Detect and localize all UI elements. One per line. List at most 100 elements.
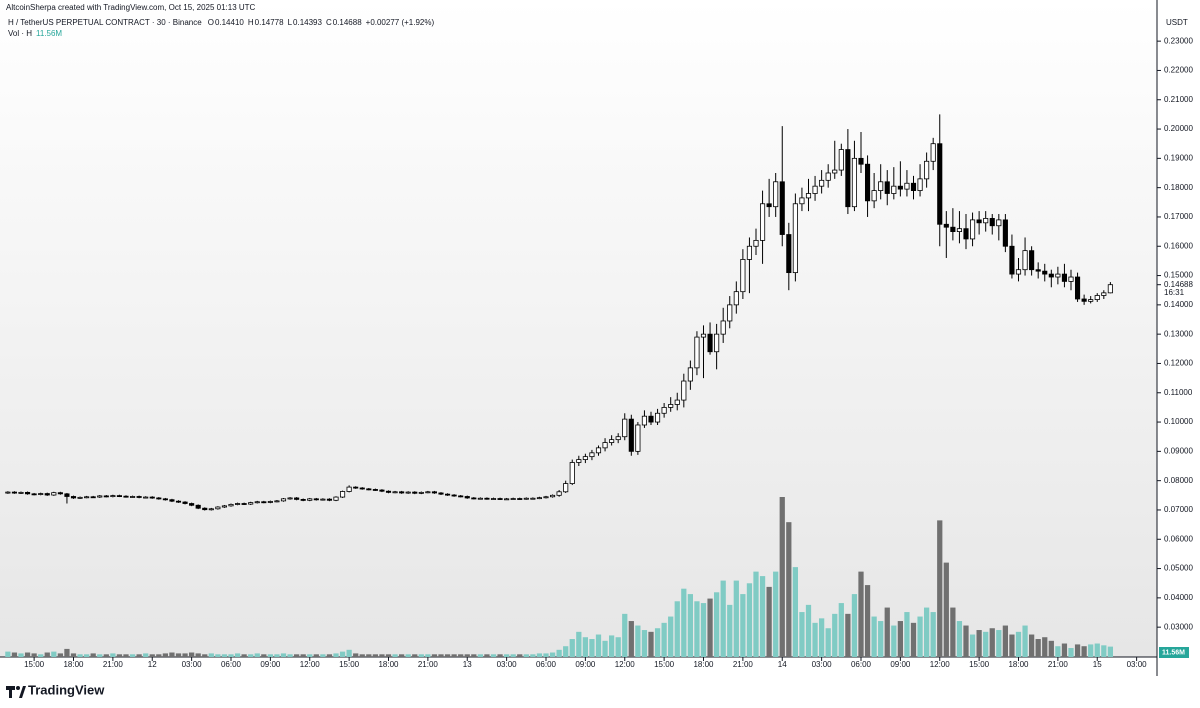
volume-legend: Vol · H	[8, 29, 32, 38]
candle-body	[241, 503, 247, 505]
volume-bar	[799, 612, 805, 657]
volume-bar	[1081, 646, 1087, 657]
volume-bar	[910, 622, 917, 657]
volume-bar	[510, 654, 516, 657]
candle-body	[451, 494, 457, 497]
volume-bar	[838, 603, 844, 657]
candle-body	[1107, 284, 1113, 294]
x-tick-label: 18:00	[378, 660, 399, 669]
volume-bar	[267, 654, 273, 657]
x-tick-label: 15	[1093, 660, 1102, 669]
candle-body	[838, 149, 844, 171]
candle-body	[320, 498, 326, 501]
volume-bar	[904, 612, 910, 657]
candle-body	[438, 492, 444, 495]
volume-bar	[294, 654, 300, 657]
volume-bar	[700, 603, 707, 657]
y-tick-label: 0.07000	[1164, 505, 1193, 514]
volume-bar	[97, 654, 103, 657]
x-tick-label: 06:00	[221, 660, 242, 669]
y-tick-label: 0.08000	[1164, 476, 1193, 485]
candle-body	[64, 493, 70, 497]
y-tick-label: 0.22000	[1164, 66, 1193, 75]
candle-body	[917, 178, 923, 191]
y-tick-label: 0.09000	[1164, 446, 1193, 455]
candle-body	[504, 498, 510, 501]
candle-body	[694, 336, 700, 369]
brand: TradingView	[28, 682, 105, 697]
candle-body	[681, 380, 687, 401]
x-tick-label: 21:00	[418, 660, 439, 669]
candle-body	[1002, 219, 1008, 247]
volume-bar	[681, 588, 687, 657]
volume-bar	[90, 653, 96, 657]
volume-bar	[425, 654, 431, 657]
volume-bar	[996, 630, 1002, 657]
candle-body	[31, 493, 37, 496]
candle-body	[825, 172, 831, 181]
volume-bar	[300, 654, 306, 657]
candle-body	[878, 181, 884, 191]
x-tick-label: 09:00	[260, 660, 281, 669]
candle-body	[956, 228, 963, 233]
legend-key: O	[208, 18, 214, 27]
volume-bar	[943, 562, 949, 657]
volume-tag-box	[1159, 647, 1189, 658]
candle-body	[202, 507, 208, 511]
volume-bar	[1048, 640, 1054, 657]
legend-value: 0.14393	[293, 18, 322, 27]
candle-body	[871, 190, 877, 202]
candle-body	[307, 498, 313, 501]
volume-bar	[287, 654, 293, 657]
candle-body	[431, 491, 438, 494]
candle-body	[556, 491, 562, 496]
volume-bar	[353, 653, 359, 657]
volume-bar	[11, 652, 18, 657]
y-tick-label: 0.21000	[1164, 95, 1193, 104]
x-tick-label: 03:00	[497, 660, 518, 669]
candle-body	[254, 501, 260, 504]
candle-body	[77, 496, 83, 499]
candle-body	[996, 219, 1002, 227]
volume-bar	[195, 653, 201, 657]
candle-body	[359, 487, 365, 490]
volume-bar	[884, 607, 890, 657]
volume-bar	[5, 651, 11, 657]
candle-body	[792, 203, 798, 274]
volume-bar	[418, 654, 424, 657]
candle-body	[1081, 298, 1087, 302]
volume-bar	[110, 653, 116, 657]
candle-body	[103, 495, 109, 498]
candle-body	[832, 169, 838, 174]
candle-body	[700, 333, 707, 338]
candle-body	[5, 491, 11, 494]
volume-bar	[773, 571, 779, 657]
candle-body	[97, 495, 103, 498]
volume-bar	[169, 652, 175, 657]
volume-bar	[38, 654, 44, 657]
volume-bar	[385, 654, 392, 657]
candle-body	[497, 498, 503, 500]
candle-body	[1061, 273, 1068, 282]
volume-bar	[805, 604, 812, 657]
volume-bar	[871, 616, 877, 657]
volume-bar	[543, 653, 549, 657]
legend-value: 0.14778	[255, 18, 284, 27]
candle-body	[943, 223, 949, 228]
volume-bar	[556, 649, 562, 657]
candle-body	[609, 439, 615, 443]
candle-body	[169, 499, 175, 502]
candle-body	[779, 181, 785, 235]
candle-body	[950, 226, 956, 233]
candle-body	[864, 163, 871, 202]
volume-bar	[819, 618, 825, 657]
candle-body	[353, 486, 359, 489]
volume-bar	[405, 654, 411, 657]
candle-body	[733, 291, 739, 306]
volume-bar	[628, 621, 634, 657]
volume-bar	[31, 653, 37, 657]
symbol: H / TetherUS PERPETUAL CONTRACT · 30 · B…	[8, 18, 202, 27]
volume-bar	[372, 654, 378, 657]
volume-bar	[654, 628, 661, 657]
volume-bar	[24, 652, 31, 657]
